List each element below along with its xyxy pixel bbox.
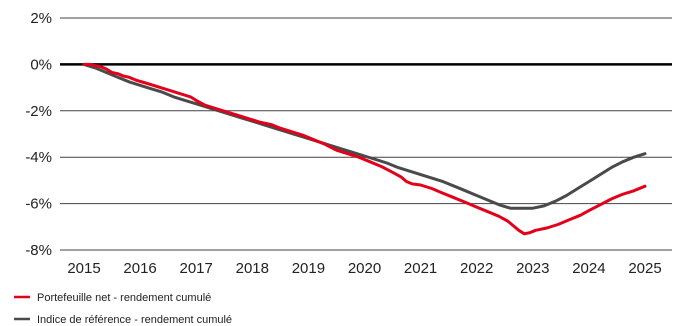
x-tick-label: 2024 <box>572 260 605 277</box>
legend: Portefeuille net - rendement cumulé Indic… <box>14 292 232 326</box>
series-line-benchmark <box>82 62 647 210</box>
x-tick-label: 2025 <box>628 260 661 277</box>
legend-label: Indice de référence - rendement cumulé <box>37 314 232 326</box>
gridlines <box>60 17 672 251</box>
series-line-portfolio <box>82 62 647 236</box>
y-axis-tick-labels: 2% 0% -2% -4% -6% -8% <box>25 10 52 259</box>
y-tick-label: -2% <box>25 103 52 120</box>
x-tick-label: 2015 <box>67 260 100 277</box>
legend-label: Portefeuille net - rendement cumulé <box>37 292 211 304</box>
x-tick-label: 2018 <box>236 260 269 277</box>
x-tick-label: 2019 <box>292 260 325 277</box>
x-tick-label: 2017 <box>180 260 213 277</box>
x-tick-label: 2022 <box>460 260 493 277</box>
y-tick-label: 0% <box>30 56 52 73</box>
x-tick-label: 2016 <box>123 260 156 277</box>
x-tick-label: 2020 <box>348 260 381 277</box>
y-tick-label: -4% <box>25 149 52 166</box>
y-tick-label: 2% <box>30 10 52 27</box>
series-lines <box>82 62 647 236</box>
y-tick-label: -6% <box>25 196 52 213</box>
x-tick-label: 2021 <box>404 260 437 277</box>
x-tick-label: 2023 <box>516 260 549 277</box>
y-tick-label: -8% <box>25 242 52 259</box>
x-axis-tick-labels: 2015 2016 2017 2018 2019 2020 2021 2022 2023 2024… <box>67 260 661 277</box>
